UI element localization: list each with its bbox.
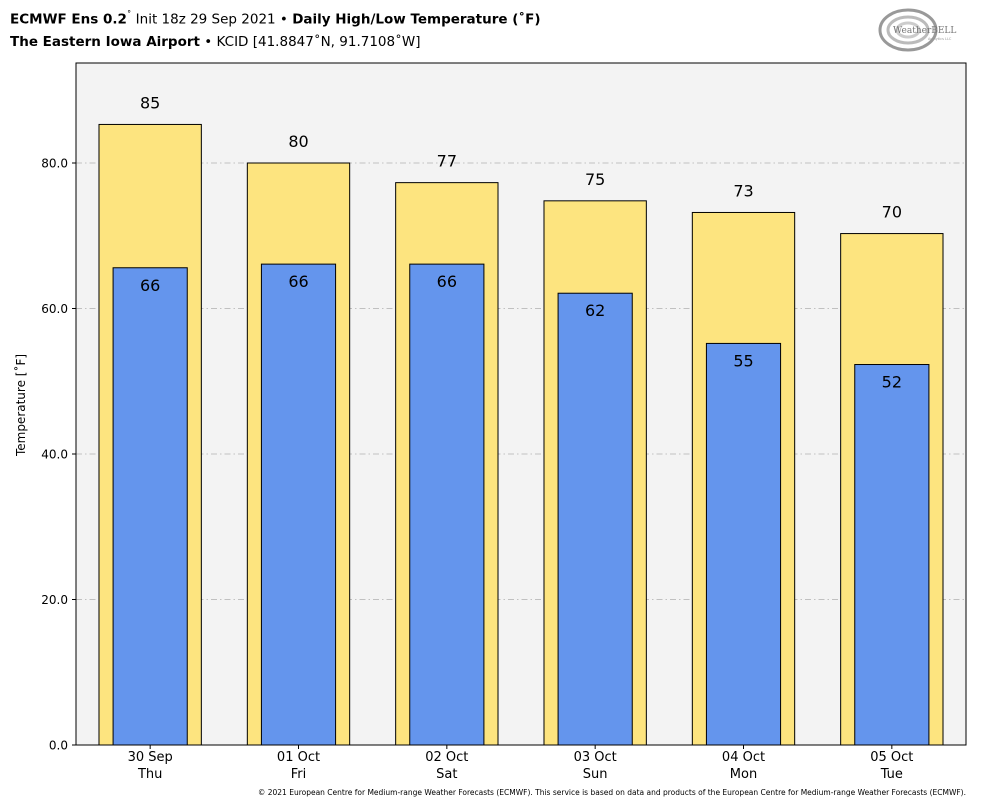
y-axis-label: Temperature [˚F] — [13, 354, 28, 457]
high-value-label: 75 — [585, 170, 605, 189]
high-value-label: 80 — [288, 132, 308, 151]
low-value-label: 55 — [733, 351, 753, 370]
x-tick-label-date: 04 Oct — [722, 750, 765, 765]
low-bar — [854, 364, 930, 746]
station-coords: KCID [41.8847˚N, 91.7108˚W] — [216, 33, 421, 50]
high-value-label: 77 — [437, 152, 457, 171]
y-tick-label: 80.0 — [41, 157, 68, 171]
x-tick-label-date: 03 Oct — [574, 750, 617, 765]
y-tick-label: 60.0 — [41, 302, 68, 316]
x-tick-label-date: 05 Oct — [870, 750, 913, 765]
x-tick-label-day: Thu — [137, 767, 162, 782]
weatherbell-logo: WeatherBELL Analytics LLC — [878, 8, 956, 52]
product-title: Daily High/Low Temperature (˚F) — [292, 11, 541, 28]
low-value-label: 66 — [288, 272, 308, 291]
y-tick-label: 40.0 — [41, 448, 68, 462]
header-line-1: ECMWF Ens 0.2˚ Init 18z 29 Sep 2021 • Da… — [10, 5, 541, 31]
model-degree: ˚ — [126, 11, 132, 21]
y-tick-label: 20.0 — [41, 593, 68, 607]
low-bar — [112, 267, 188, 746]
x-tick-label-date: 30 Sep — [128, 750, 173, 765]
x-tick-label-day: Sun — [583, 767, 608, 782]
station-name: The Eastern Iowa Airport — [10, 33, 200, 50]
separator: • — [199, 33, 217, 50]
low-value-label: 66 — [437, 272, 457, 291]
x-tick-label-date: 01 Oct — [277, 750, 320, 765]
high-value-label: 85 — [140, 93, 160, 112]
low-value-label: 62 — [585, 301, 605, 320]
x-tick-label-date: 02 Oct — [425, 750, 468, 765]
y-axis: 0.0 20.0 40.0 60.0 80.0 — [41, 157, 76, 753]
x-tick-label-day: Mon — [730, 767, 757, 782]
low-value-label: 52 — [882, 373, 902, 392]
high-value-label: 73 — [733, 181, 753, 200]
logo-text: WeatherBELL — [893, 26, 956, 36]
model-name: ECMWF Ens 0.2 — [10, 11, 127, 28]
low-value-label: 66 — [140, 276, 160, 295]
high-value-label: 70 — [882, 203, 902, 222]
plot-frame — [75, 62, 967, 746]
low-bar — [409, 263, 485, 746]
header-line-2: The Eastern Iowa Airport • KCID [41.8847… — [10, 31, 541, 53]
bar-labels: 85 66 80 66 77 66 75 62 73 55 70 52 — [140, 93, 902, 391]
low-bar — [260, 263, 337, 746]
x-tick-label-day: Tue — [880, 767, 903, 782]
x-tick-label-day: Fri — [291, 767, 307, 782]
bars — [98, 123, 944, 746]
logo-subtext: Analytics LLC — [928, 37, 952, 41]
x-axis: 30 Sep Thu 01 Oct Fri 02 Oct Sat 03 Oct Sun 04 O… — [128, 745, 913, 782]
copyright-footer: © 2021 European Centre for Medium-range … — [257, 788, 966, 797]
x-tick-label-day: Sat — [436, 767, 457, 782]
plot-background — [76, 63, 966, 745]
low-bar — [557, 292, 633, 746]
y-tick-label: 0.0 — [49, 739, 68, 753]
chart-header: ECMWF Ens 0.2˚ Init 18z 29 Sep 2021 • Da… — [10, 5, 541, 53]
low-bar — [705, 342, 782, 746]
separator: • — [275, 11, 293, 28]
init-time: Init 18z 29 Sep 2021 — [131, 11, 276, 28]
